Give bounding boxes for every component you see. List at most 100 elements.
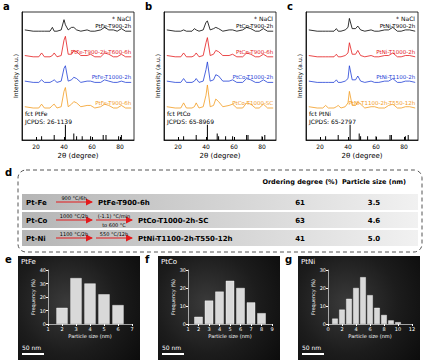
svg-text:30: 30 (40, 281, 46, 287)
svg-text:3: 3 (74, 326, 77, 332)
svg-text:61: 61 (295, 199, 305, 207)
svg-text:PtNi-T900-2h: PtNi-T900-2h (380, 23, 416, 29)
svg-text:10: 10 (180, 303, 186, 309)
svg-text:8: 8 (382, 326, 385, 332)
svg-text:10: 10 (320, 303, 326, 309)
svg-text:Intensity (a.u.): Intensity (a.u.) (154, 54, 162, 98)
svg-text:30: 30 (180, 267, 186, 273)
svg-text:d: d (5, 167, 12, 178)
svg-text:PtNi-T1100-2h-T550-12h: PtNi-T1100-2h-T550-12h (348, 100, 415, 106)
svg-text:6: 6 (116, 326, 119, 332)
svg-text:2: 2 (197, 326, 200, 332)
svg-text:20: 20 (316, 143, 324, 150)
svg-text:0: 0 (326, 326, 329, 332)
svg-text:40: 40 (40, 267, 46, 273)
svg-text:fct PtCo: fct PtCo (167, 110, 191, 117)
svg-text:12: 12 (409, 326, 415, 332)
svg-text:63: 63 (295, 217, 305, 225)
svg-text:20: 20 (32, 143, 40, 150)
svg-text:1100 °C/2h: 1100 °C/2h (60, 231, 88, 237)
svg-text:2: 2 (60, 326, 63, 332)
svg-text:5: 5 (228, 326, 231, 332)
svg-text:900 °C/6h: 900 °C/6h (61, 195, 86, 201)
svg-text:JCPDS: 65-8969: JCPDS: 65-8969 (166, 118, 214, 126)
svg-text:80: 80 (116, 143, 124, 150)
svg-text:20: 20 (40, 294, 46, 300)
svg-text:PtFe-T900-2h: PtFe-T900-2h (95, 23, 132, 29)
svg-text:2θ (degree): 2θ (degree) (58, 152, 99, 160)
svg-text:a: a (3, 1, 10, 12)
svg-text:6: 6 (368, 326, 371, 332)
svg-text:550 °C/12h: 550 °C/12h (100, 231, 128, 237)
svg-text:PtFe-T900-2h-T600-6h: PtFe-T900-2h-T600-6h (71, 49, 132, 55)
svg-text:1000 °C/2h: 1000 °C/2h (60, 213, 88, 219)
svg-text:41: 41 (295, 235, 305, 243)
svg-text:60: 60 (230, 143, 238, 150)
svg-text:9: 9 (270, 326, 273, 332)
svg-text:20: 20 (180, 285, 186, 291)
svg-text:60: 60 (372, 143, 380, 150)
svg-text:40: 40 (344, 143, 352, 150)
svg-text:Ordering degree (%): Ordering degree (%) (262, 178, 337, 186)
svg-text:1: 1 (46, 326, 49, 332)
svg-text:60: 60 (88, 143, 96, 150)
svg-text:* NaCl: * NaCl (396, 15, 415, 22)
svg-text:10: 10 (395, 326, 401, 332)
svg-text:PtFe-T900-6h: PtFe-T900-6h (98, 199, 150, 207)
svg-text:4: 4 (218, 326, 221, 332)
svg-text:to 600 °C: to 600 °C (102, 222, 126, 228)
svg-text:4: 4 (88, 326, 91, 332)
svg-text:(-1.1) °C/min: (-1.1) °C/min (98, 213, 130, 219)
svg-text:4.6: 4.6 (368, 217, 381, 225)
svg-text:20: 20 (320, 285, 326, 291)
svg-text:Intensity (a.u.): Intensity (a.u.) (296, 54, 304, 98)
svg-text:8: 8 (260, 326, 263, 332)
svg-text:fct PtNi: fct PtNi (309, 110, 331, 117)
svg-text:Particle size (nm): Particle size (nm) (68, 333, 111, 339)
svg-text:PtNi-T1100-2h: PtNi-T1100-2h (376, 74, 415, 80)
svg-text:30: 30 (320, 267, 326, 273)
svg-text:Frequency (%): Frequency (%) (30, 279, 37, 315)
svg-text:PtFe-T900-6h: PtFe-T900-6h (95, 100, 132, 106)
svg-text:PtCo-T900-6h: PtCo-T900-6h (236, 49, 274, 55)
svg-text:PtFe-T1000-2h: PtFe-T1000-2h (92, 74, 132, 80)
svg-text:3: 3 (207, 326, 210, 332)
svg-text:Frequency (%): Frequency (%) (310, 279, 317, 315)
svg-text:Particle size (nm): Particle size (nm) (348, 333, 391, 339)
svg-text:6: 6 (239, 326, 242, 332)
svg-text:1: 1 (186, 326, 189, 332)
svg-text:JCPDS: 26-1139: JCPDS: 26-1139 (24, 118, 72, 126)
svg-text:PtCo-T1000-2h-SC: PtCo-T1000-2h-SC (138, 217, 208, 225)
svg-text:* NaCl: * NaCl (112, 15, 131, 22)
svg-text:5.0: 5.0 (368, 235, 381, 243)
svg-text:PtCo-T1000-2h: PtCo-T1000-2h (233, 74, 274, 80)
svg-text:PtNi-T1100-2h-T550-12h: PtNi-T1100-2h-T550-12h (138, 235, 233, 243)
svg-text:Pt-Co: Pt-Co (26, 217, 48, 225)
svg-text:2: 2 (340, 326, 343, 332)
svg-text:80: 80 (258, 143, 266, 150)
svg-text:20: 20 (174, 143, 182, 150)
svg-text:40: 40 (60, 143, 68, 150)
svg-text:PtNi-T1000-2h: PtNi-T1000-2h (376, 49, 415, 55)
svg-text:PtCo-T900-2h: PtCo-T900-2h (236, 23, 274, 29)
svg-text:Frequency (%): Frequency (%) (170, 279, 177, 315)
svg-text:10: 10 (40, 308, 46, 314)
svg-text:PtCo-T1000-SC: PtCo-T1000-SC (232, 100, 273, 106)
svg-text:Particle size (nm): Particle size (nm) (208, 333, 251, 339)
svg-text:c: c (287, 1, 293, 12)
svg-text:2θ (degree): 2θ (degree) (200, 152, 241, 160)
svg-text:5: 5 (102, 326, 105, 332)
svg-text:7: 7 (130, 326, 133, 332)
svg-text:Intensity (a.u.): Intensity (a.u.) (12, 54, 20, 98)
svg-text:4: 4 (354, 326, 357, 332)
svg-text:7: 7 (249, 326, 252, 332)
svg-text:Pt-Fe: Pt-Fe (26, 199, 47, 207)
svg-text:80: 80 (400, 143, 408, 150)
svg-text:fct PtFe: fct PtFe (25, 110, 48, 117)
svg-text:* NaCl: * NaCl (254, 15, 273, 22)
svg-text:3.5: 3.5 (368, 199, 381, 207)
svg-text:b: b (145, 1, 152, 12)
svg-text:2θ (degree): 2θ (degree) (342, 152, 383, 160)
svg-text:Pt-Ni: Pt-Ni (26, 235, 46, 243)
svg-text:JCPDS: 65-2797: JCPDS: 65-2797 (308, 118, 356, 126)
